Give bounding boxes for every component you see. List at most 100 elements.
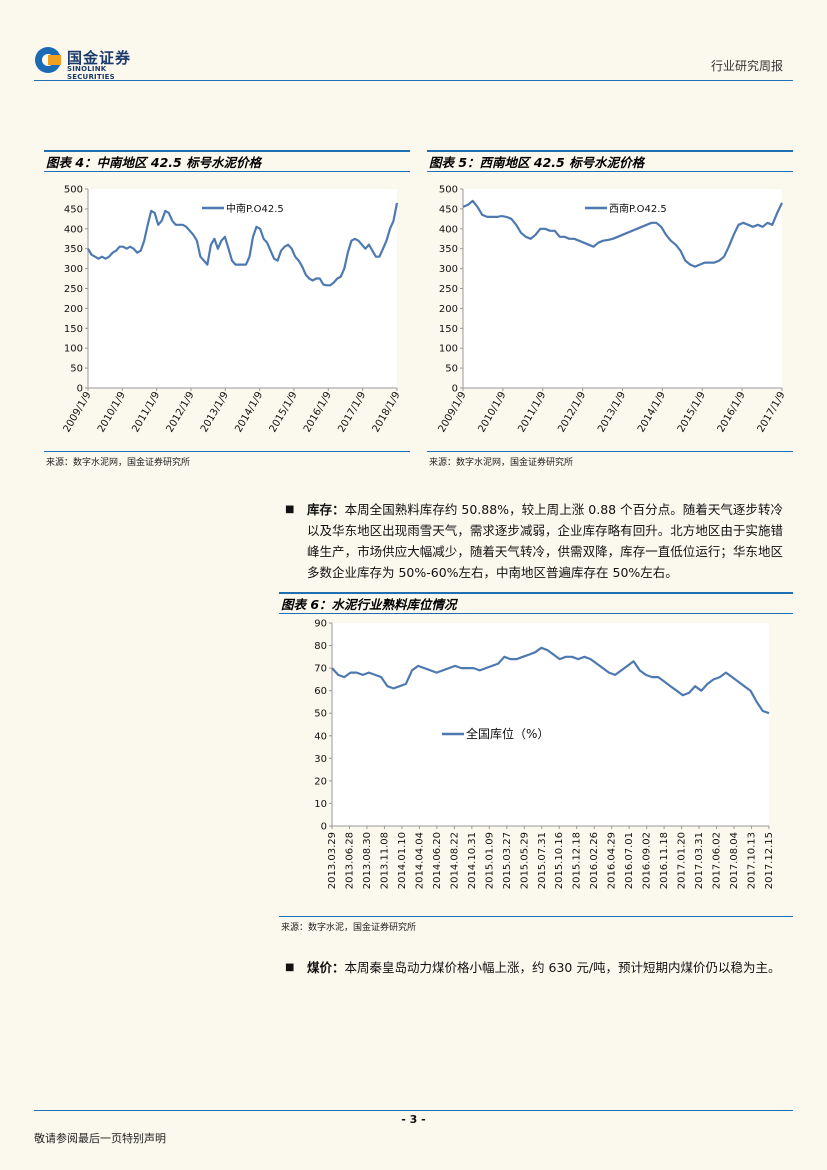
company-logo: 国金证券 SINOLINK SECURITIES	[34, 46, 154, 81]
report-type: 行业研究周报	[710, 59, 783, 73]
fig6-x-tick-label: 2017.06.02	[712, 832, 723, 889]
fig5-x-tick-label: 2016/1/9	[716, 390, 748, 434]
page-number: - 3 -	[401, 1113, 426, 1126]
fig5-x-tick-label: 2017/1/9	[756, 390, 788, 434]
fig6-x-tick-label: 2017.10.13	[747, 832, 758, 889]
fig4-y-tick-label: 350	[64, 244, 83, 255]
fig6-legend-label: 全国库位（%）	[466, 726, 549, 741]
fig5-y-tick-label: 200	[439, 304, 458, 315]
fig6-x-tick-label: 2017.12.15	[764, 832, 775, 889]
fig6-x-tick-label: 2014.06.20	[432, 832, 443, 889]
fig6-x-tick-label: 2015.12.18	[572, 832, 583, 889]
fig6-x-tick-label: 2016.11.18	[659, 832, 670, 889]
fig6-x-tick-label: 2013.03.29	[327, 832, 338, 889]
fig5-y-tick-label: 250	[439, 284, 458, 295]
fig5-top-rule	[427, 150, 793, 152]
disclaimer-note: 敬请参阅最后一页特别声明	[34, 1132, 166, 1145]
fig4-source: 来源：数字水泥网，国金证券研究所	[46, 458, 191, 468]
fig5-x-tick-label: 2013/1/9	[596, 390, 628, 434]
fig6-y-tick-label: 10	[314, 799, 327, 810]
fig4-plot-area	[88, 189, 397, 388]
fig4-x-tick-label: 2016/1/9	[302, 390, 334, 434]
fig4-x-tick-label: 2010/1/9	[96, 390, 128, 434]
fig6-x-tick-label: 2015.10.16	[554, 832, 565, 889]
fig6-x-tick-label: 2015.05.29	[519, 832, 530, 889]
fig5-x-tick-label: 2009/1/9	[437, 390, 469, 434]
fig5-bottom-rule	[427, 451, 793, 452]
fig6-top-rule	[279, 592, 793, 594]
fig6-series-line	[331, 646, 770, 715]
fig6-source: 来源：数字水泥，国金证券研究所	[281, 923, 417, 933]
fig4-x-tick-label: 2014/1/9	[233, 390, 265, 434]
fig5-x-tick-label: 2010/1/9	[476, 390, 508, 434]
fig4-y-tick-label: 400	[64, 224, 83, 235]
fig5-title: 图表 5：西南地区 42.5 标号水泥价格	[429, 155, 645, 170]
fig6-y-tick-label: 90	[314, 619, 327, 630]
fig6-x-tick-label: 2016.09.02	[642, 832, 653, 889]
fig6-x-tick-label: 2017.08.04	[729, 832, 740, 889]
fig5-y-tick-label: 0	[452, 384, 458, 395]
fig4-x-tick-label: 2017/1/9	[336, 390, 368, 434]
fig6-x-tick-label: 2015.01.09	[484, 832, 495, 889]
fig6-x-tick-label: 2013.11.08	[379, 832, 390, 889]
fig4-y-tick-label: 450	[64, 204, 83, 215]
fig5-x-tick-label: 2015/1/9	[676, 390, 708, 434]
fig6-y-tick-label: 30	[314, 754, 327, 765]
fig4-x-tick-label: 2011/1/9	[130, 390, 162, 434]
fig6-x-tick-label: 2016.02.26	[589, 832, 600, 889]
fig5-x-tick-label: 2011/1/9	[516, 390, 548, 434]
fig6-x-tick-label: 2015.03.27	[502, 832, 513, 889]
fig6-plot-area	[332, 623, 769, 826]
coal-text: 本周秦皇岛动力煤价格小幅上涨，约 630 元/吨，预计短期内煤价仍以稳为主。	[344, 960, 781, 975]
fig6-x-tick-label: 2016.07.01	[624, 832, 635, 889]
fig6-x-tick-label: 2014.01.10	[397, 832, 408, 889]
fig6-x-tick-label: 2015.07.31	[537, 832, 548, 889]
coal-label: 煤价：	[307, 960, 345, 975]
fig5-legend-label: 西南P.O42.5	[609, 202, 667, 215]
fig5-y-tick-label: 350	[439, 244, 458, 255]
fig5-source: 来源：数字水泥网，国金证券研究所	[429, 458, 574, 468]
fig4-series-line	[87, 202, 399, 287]
fig5-y-tick-label: 450	[439, 204, 458, 215]
fig4-bottom-rule	[44, 451, 410, 452]
inventory-paragraph: ■ 库存：本周全国熟料库存约 50.88%，较上周上涨 0.88 个百分点。随着…	[285, 499, 783, 583]
logo-text-cn: 国金证券	[67, 49, 132, 67]
fig6-title: 图表 6：水泥行业熟料库位情况	[281, 597, 457, 612]
footer-divider	[34, 1110, 793, 1111]
fig4-title: 图表 4：中南地区 42.5 标号水泥价格	[46, 155, 262, 170]
fig5-plot-area	[463, 189, 782, 388]
logo-mark-icon	[35, 47, 61, 73]
fig6-x-tick-label: 2014.04.04	[414, 832, 425, 889]
fig6-x-tick-label: 2017.03.31	[694, 832, 705, 889]
fig6-y-tick-label: 0	[321, 822, 327, 833]
fig6-x-tick-label: 2013.06.28	[344, 832, 355, 889]
fig6-x-tick-label: 2016.04.29	[607, 832, 618, 889]
fig5-title-rule	[427, 171, 793, 172]
fig6-x-tick-label: 2014.10.31	[467, 832, 478, 889]
coal-paragraph: ■ 煤价：本周秦皇岛动力煤价格小幅上涨，约 630 元/吨，预计短期内煤价仍以稳…	[285, 957, 783, 978]
fig4-x-tick-label: 2015/1/9	[268, 390, 300, 434]
fig5-y-tick-label: 150	[439, 324, 458, 335]
fig6-y-tick-label: 20	[314, 776, 327, 787]
fig5-y-tick-label: 400	[439, 224, 458, 235]
fig4-y-tick-label: 200	[64, 304, 83, 315]
fig4-y-tick-label: 100	[64, 344, 83, 355]
fig4-top-rule	[44, 150, 410, 152]
fig6-bottom-rule	[279, 916, 793, 917]
logo-text-en: SINOLINK SECURITIES	[67, 65, 115, 81]
fig6-title-rule	[279, 613, 793, 614]
inventory-text: 本周全国熟料库存约 50.88%，较上周上涨 0.88 个百分点。随着天气逐步转…	[307, 502, 783, 580]
fig4-y-tick-label: 150	[64, 324, 83, 335]
bullet-square-icon: ■	[285, 962, 295, 973]
header-divider	[34, 80, 793, 81]
inventory-label: 库存：	[307, 502, 345, 517]
fig6-y-tick-label: 50	[314, 709, 327, 720]
fig6-x-tick-label: 2013.08.30	[362, 832, 373, 889]
fig6-y-tick-label: 80	[314, 641, 327, 652]
fig4-y-tick-label: 250	[64, 284, 83, 295]
fig5-x-tick-label: 2014/1/9	[636, 390, 668, 434]
fig4-x-tick-label: 2009/1/9	[62, 390, 94, 434]
fig4-title-rule	[44, 171, 410, 172]
